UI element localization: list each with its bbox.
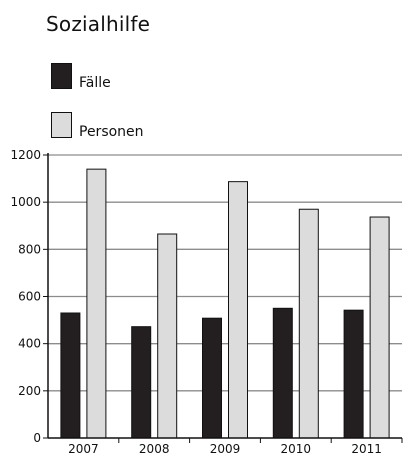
bar-faelle-2010 (272, 307, 293, 439)
y-tick-label-200: 200 (18, 384, 41, 398)
x-tick-label-2010: 2010 (281, 442, 312, 456)
bar-personen-2009 (228, 181, 248, 439)
bar-faelle-2011 (343, 309, 364, 439)
y-tick-label-400: 400 (18, 337, 41, 351)
legend-swatch-personen (51, 112, 72, 138)
x-tick-label-2007: 2007 (68, 442, 99, 456)
x-tick-label-2011: 2011 (351, 442, 382, 456)
x-tick-label-2009: 2009 (210, 442, 241, 456)
bar-faelle-2008 (131, 326, 152, 439)
bar-personen-2007 (86, 168, 107, 439)
chart-title: Sozialhilfe (46, 12, 151, 36)
legend-label-personen: Personen (79, 124, 144, 140)
y-tick-label-600: 600 (18, 290, 41, 304)
legend-label-faelle: Fälle (79, 75, 111, 91)
y-tick-label-1200: 1200 (10, 148, 41, 162)
legend-item-faelle: Fälle (51, 63, 111, 91)
bar-personen-2010 (298, 208, 319, 439)
bar-personen-2011 (369, 216, 390, 439)
y-tick-label-800: 800 (18, 242, 41, 256)
y-tick-label-1000: 1000 (10, 195, 41, 209)
x-tick-label-2008: 2008 (139, 442, 170, 456)
bar-personen-2008 (157, 233, 178, 439)
legend-item-personen: Personen (51, 112, 144, 140)
legend-swatch-faelle (51, 63, 72, 89)
bar-faelle-2007 (60, 312, 81, 439)
bar-faelle-2009 (202, 317, 222, 439)
y-tick-label-0: 0 (33, 431, 41, 445)
